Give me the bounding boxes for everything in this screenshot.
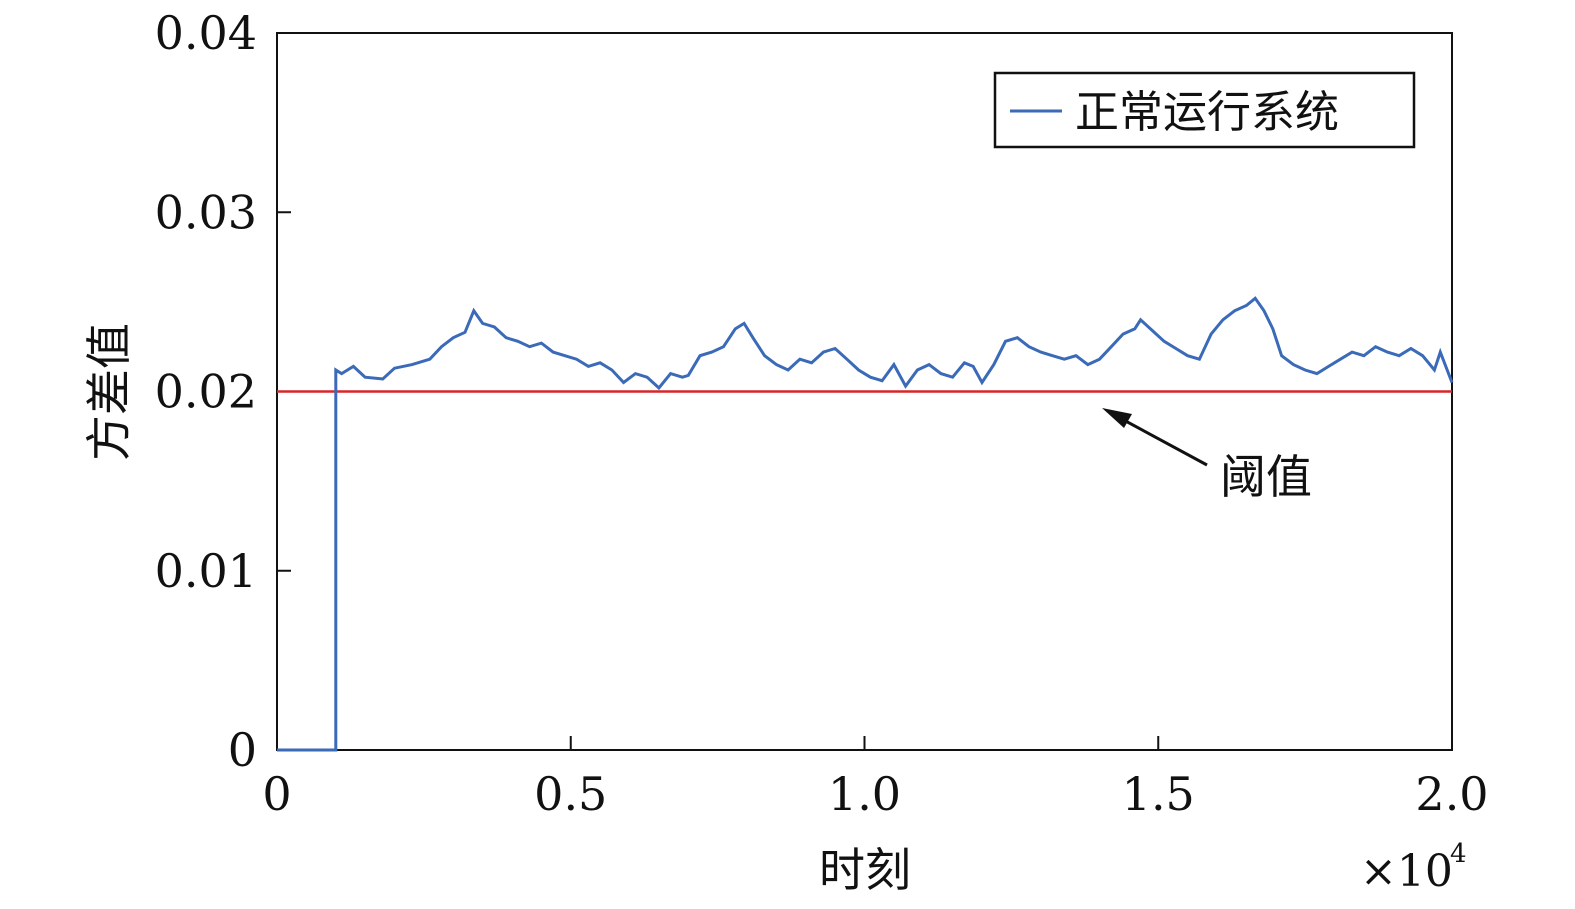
y-axis-ticks: 0 0.01 0.02 0.03 0.04 [155,6,291,777]
series-line [277,296,1454,752]
legend-box [993,71,1416,149]
annotation-arrow-shaft [1119,416,1208,467]
x-tick-label: 1.0 [828,767,901,821]
x-tick-label: 1.5 [1122,767,1195,821]
x-tick-label: 2.0 [1415,767,1488,821]
x-tick-label: 0 [262,767,291,821]
y-tick-label: 0.04 [155,6,257,60]
y-tick-label: 0 [228,723,257,777]
annotation-label: 阈值 [1220,450,1312,504]
x-axis-title: 时刻 [819,843,911,897]
legend: 正常运行系统 [993,71,1416,149]
x-tick-label: 0.5 [534,767,607,821]
x-multiplier-base: ×10 [1360,846,1453,897]
annotation-arrow-head [1102,408,1132,428]
threshold-annotation: 阈值 [1102,408,1312,504]
y-tick-label: 0.01 [155,544,257,598]
y-tick-label: 0.02 [155,365,257,419]
x-multiplier-exponent: 4 [1450,839,1467,869]
legend-label: 正常运行系统 [1075,87,1339,138]
x-axis-multiplier: ×10 4 [1360,839,1467,897]
x-axis-ticks: 0 0.5 1.0 1.5 2.0 [262,736,1489,821]
y-axis-title: 方差值 [82,323,136,461]
y-tick-label: 0.03 [155,185,257,239]
